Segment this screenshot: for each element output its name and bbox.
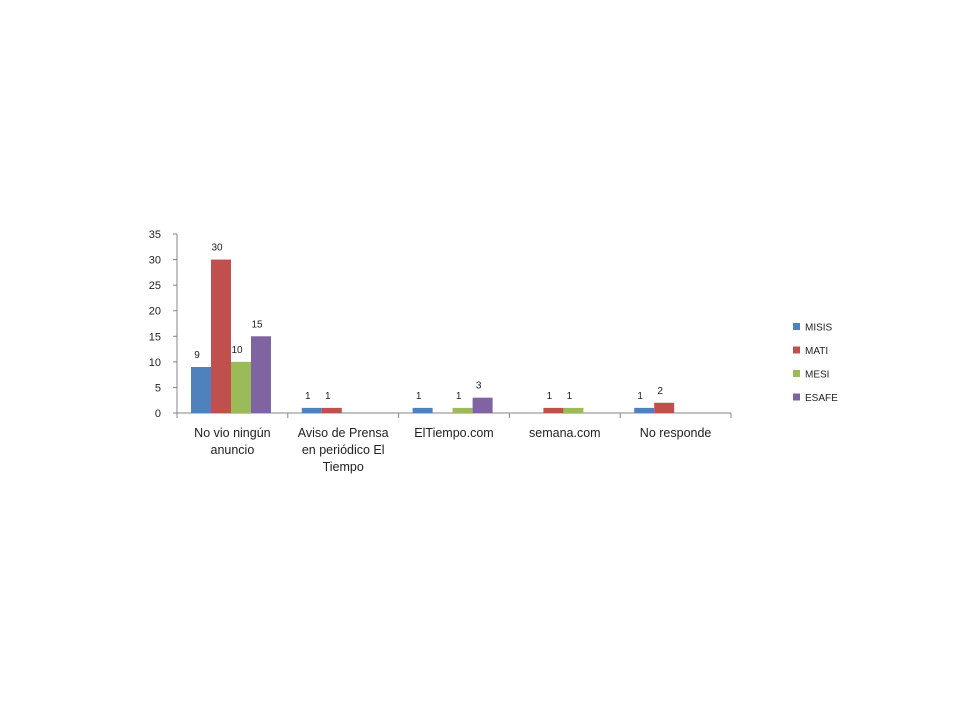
bar-mati: [211, 259, 231, 413]
bar-misis: [301, 407, 322, 413]
bar-misis: [412, 407, 433, 413]
x-tick-label: ElTiempo.com: [414, 426, 493, 440]
x-axis: No vio ningún anuncio Aviso de Prensa en pe…: [176, 412, 732, 474]
data-label: 3: [476, 381, 482, 392]
data-label: 15: [251, 319, 263, 330]
data-label: 1: [325, 391, 331, 402]
bar-esafe: [472, 397, 493, 413]
y-tick-label: 5: [155, 382, 161, 394]
x-tick-label: No vio ningún anuncio: [194, 426, 270, 457]
x-tick-label: semana.com: [529, 426, 601, 440]
data-label: 30: [211, 243, 223, 254]
x-tick-label: No responde: [640, 426, 712, 440]
data-label: 2: [657, 386, 663, 397]
legend-swatch-misis: [793, 323, 800, 330]
x-tick-label: Aviso de Prensa en periódico El Tiempo: [298, 426, 389, 474]
legend-label-misis: MISIS: [805, 323, 833, 334]
data-label: 1: [637, 391, 643, 402]
legend-label-esafe: ESAFE: [805, 393, 838, 404]
bar-mati: [321, 407, 342, 413]
legend-swatch-mati: [793, 346, 800, 354]
legend-label-mati: MATI: [805, 346, 828, 357]
legend: MISIS MATI MESI ESAFE: [793, 323, 838, 404]
bars: [191, 259, 675, 413]
y-tick-label: 30: [149, 255, 161, 267]
y-tick-label: 35: [149, 229, 161, 241]
bar-esafe: [251, 336, 271, 413]
y-tick-label: 0: [155, 408, 161, 420]
legend-swatch-esafe: [793, 393, 800, 401]
bar-mesi: [231, 361, 251, 413]
y-axis: 0 5 10 15 20 25 30 35: [149, 229, 178, 420]
bar-mati: [543, 407, 564, 413]
y-tick-label: 20: [149, 306, 161, 318]
data-labels: 9 1 1 1 30 1 1 2 10 1 1 15 3: [194, 243, 663, 402]
data-label: 10: [231, 345, 243, 356]
y-tick-label: 25: [149, 280, 161, 292]
data-label: 1: [305, 391, 311, 402]
bar-mesi: [563, 407, 584, 413]
y-tick-label: 15: [149, 331, 161, 343]
legend-label-mesi: MESI: [805, 370, 829, 381]
bar-misis: [634, 407, 655, 413]
bar-mati: [654, 402, 675, 413]
data-label: 9: [194, 350, 200, 361]
y-tick-label: 10: [149, 357, 161, 369]
bar-mesi: [452, 407, 473, 413]
data-label: 1: [567, 391, 573, 402]
bar-misis: [191, 366, 211, 413]
data-label: 1: [547, 391, 553, 402]
data-label: 1: [456, 391, 462, 402]
data-label: 1: [416, 391, 422, 402]
legend-swatch-mesi: [793, 370, 800, 377]
